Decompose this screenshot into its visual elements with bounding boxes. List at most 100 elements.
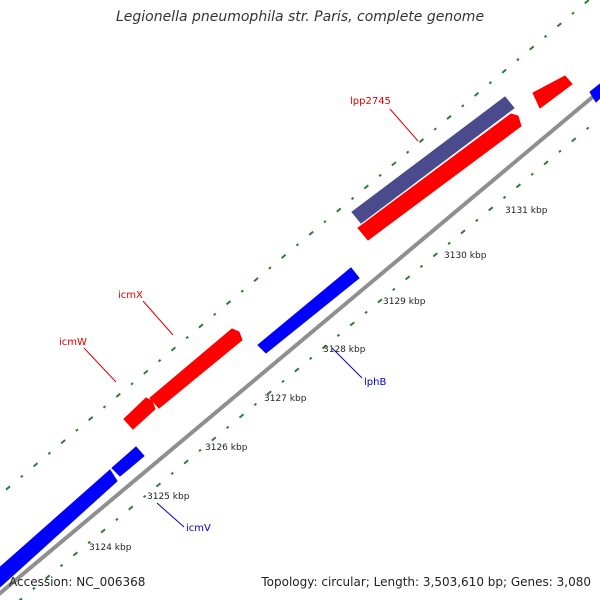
inner-tick-mark (281, 379, 285, 384)
inner-tick-mark (309, 356, 313, 361)
inner-tick-mark (170, 471, 174, 476)
inner-tick-mark (142, 494, 147, 499)
scale-label: 3129 kbp (383, 297, 426, 307)
inner-tick-mark (72, 551, 79, 557)
outer-tick-mark (378, 173, 382, 177)
outer-tick-mark (461, 104, 465, 108)
outer-tick-mark (584, 0, 590, 5)
inner-tick-mark (100, 528, 106, 534)
outer-tick-mark (185, 335, 189, 340)
outer-tick-mark (170, 346, 177, 352)
inner-tick-mark (336, 333, 341, 337)
scale-label: 3128 kbp (323, 345, 366, 355)
gene-forward (357, 113, 522, 241)
gene-label-lphB: lphB (364, 377, 386, 388)
inner-tick-mark (515, 183, 522, 189)
inner-tick-mark (488, 206, 494, 212)
genome-backbone (0, 88, 600, 596)
outer-tick-mark (143, 369, 149, 375)
gene-label-lpp2745: lpp2745 (350, 96, 391, 107)
outer-tick-mark (433, 127, 437, 131)
outer-tick-mark (350, 196, 355, 201)
gene-reverse (111, 446, 145, 477)
inner-tick-mark (32, 586, 36, 591)
outer-tick-mark (253, 277, 259, 283)
inner-tick-mark (198, 448, 202, 453)
outer-tick-mark (501, 68, 507, 74)
inner-tick-mark (18, 597, 23, 600)
gene-lphB (257, 267, 360, 354)
gene-label-icmW: icmW (59, 337, 87, 348)
outer-tick-mark (198, 323, 204, 329)
gene-label-leader (331, 347, 363, 379)
gene-label-icmV: icmV (186, 523, 211, 534)
gene-label-leader (83, 347, 117, 383)
labels: 3124 kbp 3125 kbp 3126 kbp 3127 kbp 3128 kbp… (59, 96, 548, 553)
scale-label: 3125 kbp (147, 492, 190, 502)
inner-tick-mark (128, 505, 134, 511)
inner-tick-mark (238, 413, 245, 419)
outer-tick-mark (406, 150, 410, 154)
inner-tick-mark (321, 344, 328, 350)
outer-tick-mark (295, 243, 300, 247)
inner-tick-mark (377, 298, 383, 304)
outer-tick-mark (391, 161, 397, 167)
inner-tick-mark (349, 321, 355, 327)
gene-icmX (149, 328, 243, 409)
inner-tick-mark (530, 172, 534, 176)
outer-tick-mark (115, 392, 121, 398)
gene-icmV (0, 469, 118, 588)
scale-label: 3127 kbp (264, 394, 307, 404)
accession-label: Accession: NC_006368 (9, 575, 146, 589)
inner-tick-mark (460, 229, 466, 235)
scale-label: 3131 kbp (505, 206, 548, 216)
outer-tick-mark (268, 266, 272, 270)
inner-tick-mark (294, 367, 300, 373)
inner-tick-mark (432, 252, 438, 258)
outer-tick-mark (130, 382, 134, 386)
inner-tick-mark (266, 390, 272, 396)
genome-summary: Topology: circular; Length: 3,503,610 bp… (261, 575, 591, 589)
outer-tick-mark (529, 45, 535, 51)
inner-tick-mark (59, 563, 64, 568)
inner-tick-mark (183, 459, 189, 465)
gene-lpp2745 (351, 96, 515, 224)
outer-tick-mark (157, 359, 162, 363)
outer-tick-mark (418, 138, 425, 144)
inner-tick-mark (45, 574, 51, 580)
outer-tick-mark (60, 439, 66, 445)
outer-tick-mark (32, 462, 39, 468)
outer-tick-mark (5, 485, 11, 491)
inner-tick-mark (115, 517, 119, 522)
outer-tick-mark (102, 405, 107, 409)
inner-tick-mark (419, 264, 424, 268)
outer-tick-mark (20, 474, 24, 479)
outer-tick-mark (75, 428, 79, 432)
gene-reverse (589, 83, 600, 103)
outer-tick-mark (543, 34, 548, 39)
outer-tick-mark (516, 57, 520, 62)
inner-tick-mark (571, 137, 577, 143)
gene-icmW (123, 397, 156, 430)
outer-tick-mark (336, 207, 342, 213)
gene-forward (532, 75, 573, 109)
inner-tick-mark (585, 126, 590, 130)
gene-label-leader (156, 502, 185, 528)
outer-tick-mark (363, 184, 369, 190)
inner-tick-mark (253, 402, 257, 407)
outer-tick-mark (556, 22, 562, 28)
outer-tick-mark (213, 312, 217, 316)
outer-tick-mark (308, 230, 314, 236)
outer-tick-mark (281, 253, 287, 259)
inner-tick-mark (211, 436, 217, 442)
gene-label-leader (142, 300, 174, 336)
inner-tick-mark (226, 425, 230, 430)
inner-tick-mark (447, 241, 451, 245)
outer-tick-mark (488, 81, 493, 85)
inner-tick-mark (475, 218, 479, 222)
outer-tick-mark (323, 220, 327, 224)
genes (0, 75, 600, 588)
inner-tick-mark (155, 482, 162, 488)
